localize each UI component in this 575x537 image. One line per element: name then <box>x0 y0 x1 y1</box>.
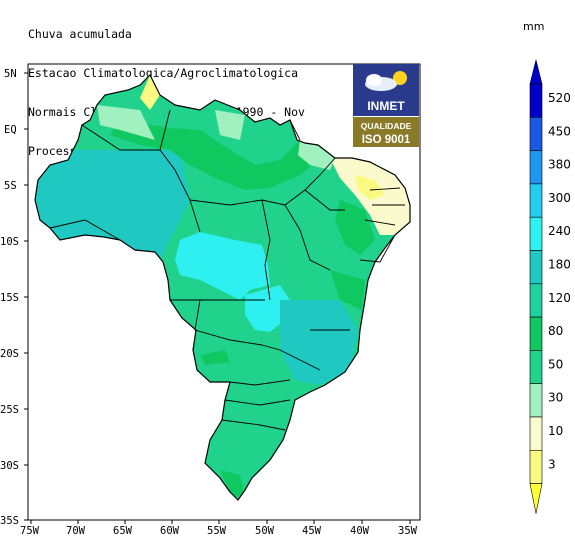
legend-level-label: 30 <box>548 391 563 405</box>
legend-color-swatch <box>529 250 543 285</box>
lat-label: EQ <box>4 124 17 136</box>
legend-color-swatch <box>529 383 543 418</box>
region-rs-green <box>220 470 245 498</box>
legend-color-swatch <box>529 350 543 384</box>
region-maranhao-pale <box>298 140 335 170</box>
lat-label: 5N <box>4 68 17 80</box>
legend-color-swatch <box>529 449 543 484</box>
header-title: Chuva acumulada <box>28 27 132 41</box>
lat-label: 30S <box>0 460 19 472</box>
lon-label: 40W <box>350 525 370 537</box>
legend-level-label: 240 <box>548 224 571 238</box>
lat-label: 25S <box>0 404 19 416</box>
precip-regions <box>35 75 410 498</box>
inmet-logo: INMET QUALIDADE ISO 9001 <box>353 64 419 147</box>
legend-color-swatch <box>529 117 543 151</box>
state-borders <box>49 109 405 431</box>
region-southeast-teal <box>280 300 358 385</box>
region-east-green <box>330 270 365 310</box>
region-bahia-green <box>335 200 375 255</box>
lat-label: 10S <box>0 236 19 248</box>
quality-badge <box>353 117 419 147</box>
legend-level-label: 50 <box>548 357 563 371</box>
lon-label: 70W <box>66 525 86 537</box>
legend-color-swatch <box>529 416 543 451</box>
region-northeast-yellow <box>355 175 385 200</box>
lon-label: 75W <box>20 525 40 537</box>
header-station-type: Estacao Climatologica/Agroclimatologica <box>28 66 299 80</box>
lon-axis: 75W 70W 65W 60W 55W 50W 45W 40W 35W <box>20 520 418 537</box>
legend-color-swatch <box>529 150 543 185</box>
lon-label: 60W <box>160 525 180 537</box>
legend-level-label: 180 <box>548 258 571 272</box>
legend-color-swatch <box>529 316 543 351</box>
legend-level-label: 3 <box>548 457 556 471</box>
cloud-icon <box>366 74 382 86</box>
iso-label: ISO 9001 <box>362 134 411 146</box>
legend-level-label: 120 <box>548 291 571 305</box>
legend-color-tail <box>529 483 543 514</box>
region-northwest-pale <box>97 105 155 140</box>
lat-label: 5S <box>4 180 17 192</box>
lat-label: 35S <box>0 515 19 527</box>
quality-label: QUALIDADE <box>361 121 412 131</box>
lon-label: 50W <box>255 525 275 537</box>
region-west-amazon <box>35 150 190 260</box>
legend-color-swatch <box>529 83 543 118</box>
region-roraima-yellow <box>140 75 162 110</box>
lon-label: 65W <box>113 525 133 537</box>
map-frame <box>27 63 421 521</box>
legend-bars <box>529 59 543 514</box>
legend-level-label: 10 <box>548 424 563 438</box>
region-ms-green <box>200 350 230 365</box>
legend-level-label: 300 <box>548 191 571 205</box>
legend-color-swatch <box>529 283 543 318</box>
lat-axis: 5N EQ 5S 10S 15S 20S 25S 30S 35S <box>0 68 28 527</box>
legend-level-label: 80 <box>548 324 563 338</box>
legend-unit: mm <box>523 20 545 33</box>
legend-level-label: 520 <box>548 91 571 105</box>
region-north-green <box>110 120 330 190</box>
inmet-logo-name: INMET <box>367 99 405 113</box>
sun-icon <box>393 71 407 85</box>
legend-color-cap <box>529 59 543 85</box>
lat-label: 20S <box>0 348 19 360</box>
legend-level-label: 450 <box>548 124 571 138</box>
legend-color-swatch <box>529 183 543 218</box>
lon-label: 35W <box>398 525 418 537</box>
region-central-cyan <box>175 232 270 300</box>
legend-labels: 520 450 380 300 240 180 120 80 50 30 10 3 <box>548 91 571 471</box>
region-central-cyan-south <box>245 285 290 332</box>
legend-level-label: 380 <box>548 158 571 172</box>
lat-label: 15S <box>0 292 19 304</box>
lon-label: 55W <box>207 525 227 537</box>
region-amapa-pale <box>215 110 245 140</box>
legend-color-swatch <box>529 216 543 251</box>
lon-label: 45W <box>302 525 322 537</box>
